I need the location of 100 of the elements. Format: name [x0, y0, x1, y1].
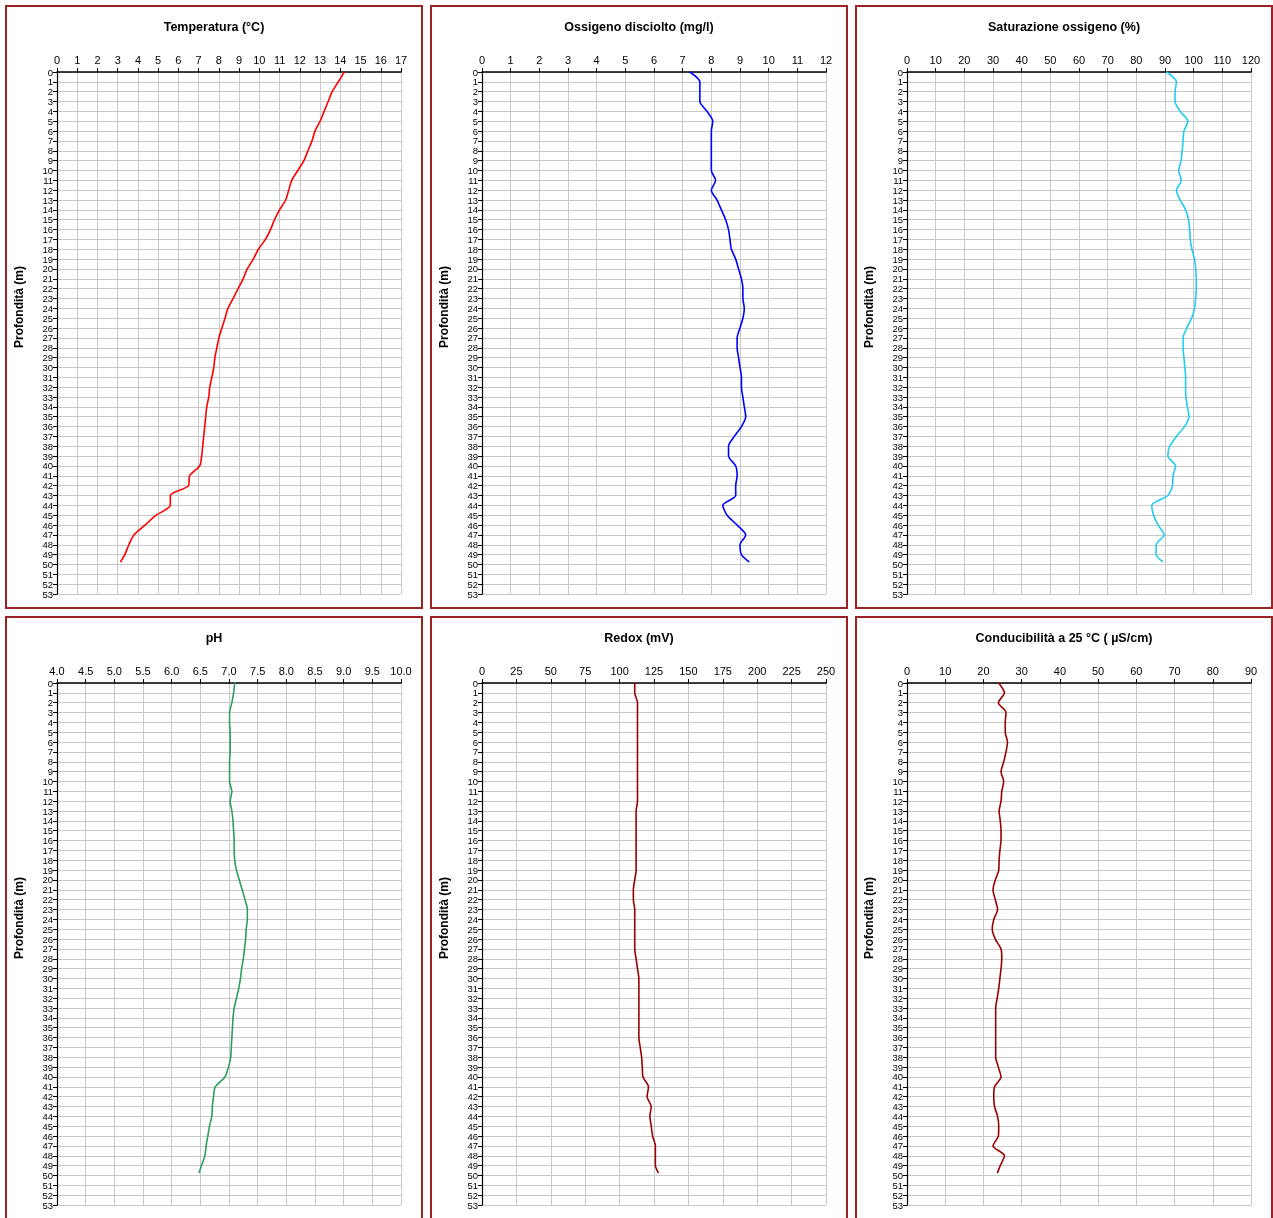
y-tick-label: 40 — [42, 1071, 53, 1083]
y-tick-label: 13 — [892, 805, 903, 817]
y-tick-label: 47 — [892, 529, 903, 541]
y-tick-label: 44 — [892, 1110, 903, 1122]
y-tick-label: 18 — [42, 854, 53, 866]
x-tick-label: 40 — [1015, 54, 1028, 66]
y-tick-label: 34 — [42, 401, 53, 413]
y-tick-label: 46 — [892, 519, 903, 531]
y-tick-label: 4 — [472, 105, 478, 117]
x-tick-label: 20 — [977, 665, 990, 677]
x-tick-label: 30 — [1015, 665, 1028, 677]
y-tick-label: 31 — [467, 371, 478, 383]
line-series — [991, 682, 1009, 1174]
x-tick-label: 4 — [134, 54, 141, 66]
y-tick-label: 17 — [467, 233, 478, 245]
y-tick-label: 51 — [892, 1179, 903, 1191]
y-tick-label: 49 — [42, 549, 53, 561]
y-tick-label: 16 — [467, 224, 478, 236]
x-tick-label: 60 — [1072, 54, 1086, 66]
y-tick-label: 10 — [892, 775, 903, 787]
y-axis-title: Profondità (m) — [437, 266, 451, 348]
y-tick-label: 45 — [892, 509, 903, 521]
y-tick-label: 51 — [42, 568, 53, 580]
x-tick-label: 5 — [622, 54, 629, 66]
y-tick-label: 49 — [892, 1160, 903, 1172]
y-tick-label: 17 — [42, 233, 53, 245]
x-tick-label: 8.5 — [307, 665, 323, 677]
y-tick-label: 27 — [42, 943, 53, 955]
y-tick-label: 28 — [42, 953, 53, 965]
x-tick-label: 10 — [762, 54, 775, 66]
y-tick-label: 5 — [47, 115, 53, 127]
y-tick-label: 40 — [892, 460, 903, 472]
x-tick-label: 70 — [1168, 665, 1181, 677]
y-tick-label: 19 — [42, 864, 53, 876]
y-tick-label: 7 — [897, 135, 903, 147]
y-tick-label: 22 — [467, 894, 478, 906]
y-tick-label: 5 — [472, 115, 478, 127]
y-tick-label: 34 — [467, 1012, 478, 1024]
y-tick-label: 24 — [892, 913, 903, 925]
y-tick-label: 30 — [42, 361, 53, 373]
y-tick-label: 52 — [42, 578, 53, 590]
y-tick-label: 2 — [897, 697, 903, 709]
y-tick-label: 35 — [467, 411, 478, 423]
y-tick-label: 30 — [467, 361, 478, 373]
y-tick-label: 10 — [42, 775, 53, 787]
y-tick-label: 2 — [897, 86, 903, 98]
y-tick-label: 10 — [467, 775, 478, 787]
y-tick-label: 21 — [467, 884, 478, 896]
y-tick-label: 31 — [467, 982, 478, 994]
chart-title: Conducibilità a 25 °C ( µS/cm) — [975, 630, 1153, 645]
y-tick-label: 53 — [892, 588, 903, 600]
y-tick-label: 50 — [892, 558, 903, 570]
y-tick-label: 14 — [892, 815, 903, 827]
y-tick-label: 23 — [42, 293, 53, 305]
y-tick-label: 41 — [467, 470, 478, 482]
x-tick-label: 10 — [939, 665, 952, 677]
y-tick-label: 18 — [892, 243, 903, 255]
y-tick-label: 35 — [892, 411, 903, 423]
y-tick-label: 6 — [47, 736, 53, 748]
y-tick-label: 14 — [467, 815, 478, 827]
y-tick-label: 24 — [467, 302, 478, 314]
y-tick-label: 46 — [892, 1130, 903, 1142]
y-tick-label: 38 — [892, 440, 903, 452]
line-series — [119, 71, 346, 563]
y-tick-label: 41 — [892, 1081, 903, 1093]
y-tick-label: 28 — [467, 953, 478, 965]
y-axis-title: Profondità (m) — [12, 877, 26, 959]
y-tick-label: 33 — [42, 391, 53, 403]
y-tick-label: 5 — [47, 726, 53, 738]
y-tick-label: 51 — [892, 568, 903, 580]
y-tick-label: 48 — [42, 539, 53, 551]
x-tick-label: 80 — [1206, 665, 1219, 677]
y-tick-label: 17 — [467, 844, 478, 856]
y-tick-label: 8 — [897, 756, 903, 768]
y-tick-label: 44 — [42, 499, 53, 511]
line-series — [632, 682, 659, 1174]
y-tick-label: 26 — [42, 322, 53, 334]
y-tick-label: 53 — [467, 1199, 478, 1211]
y-tick-label: 50 — [892, 1169, 903, 1181]
y-tick-label: 31 — [42, 371, 53, 383]
y-tick-label: 26 — [467, 322, 478, 334]
y-tick-label: 48 — [892, 539, 903, 551]
y-tick-label: 13 — [42, 194, 53, 206]
x-tick-label: 14 — [334, 54, 347, 66]
y-tick-label: 22 — [42, 283, 53, 295]
y-tick-label: 8 — [47, 756, 53, 768]
x-tick-label: 20 — [958, 54, 971, 66]
y-tick-label: 17 — [892, 844, 903, 856]
y-tick-label: 40 — [467, 460, 478, 472]
y-tick-label: 31 — [42, 982, 53, 994]
x-tick-label: 250 — [816, 665, 836, 677]
y-tick-label: 2 — [47, 86, 53, 98]
y-tick-label: 44 — [467, 1110, 478, 1122]
y-tick-label: 36 — [467, 1032, 478, 1044]
y-tick-label: 24 — [892, 302, 903, 314]
y-tick-label: 23 — [42, 904, 53, 916]
x-tick-label: 125 — [644, 665, 664, 677]
y-tick-label: 33 — [467, 391, 478, 403]
y-tick-label: 6 — [472, 125, 478, 137]
y-tick-label: 13 — [467, 805, 478, 817]
